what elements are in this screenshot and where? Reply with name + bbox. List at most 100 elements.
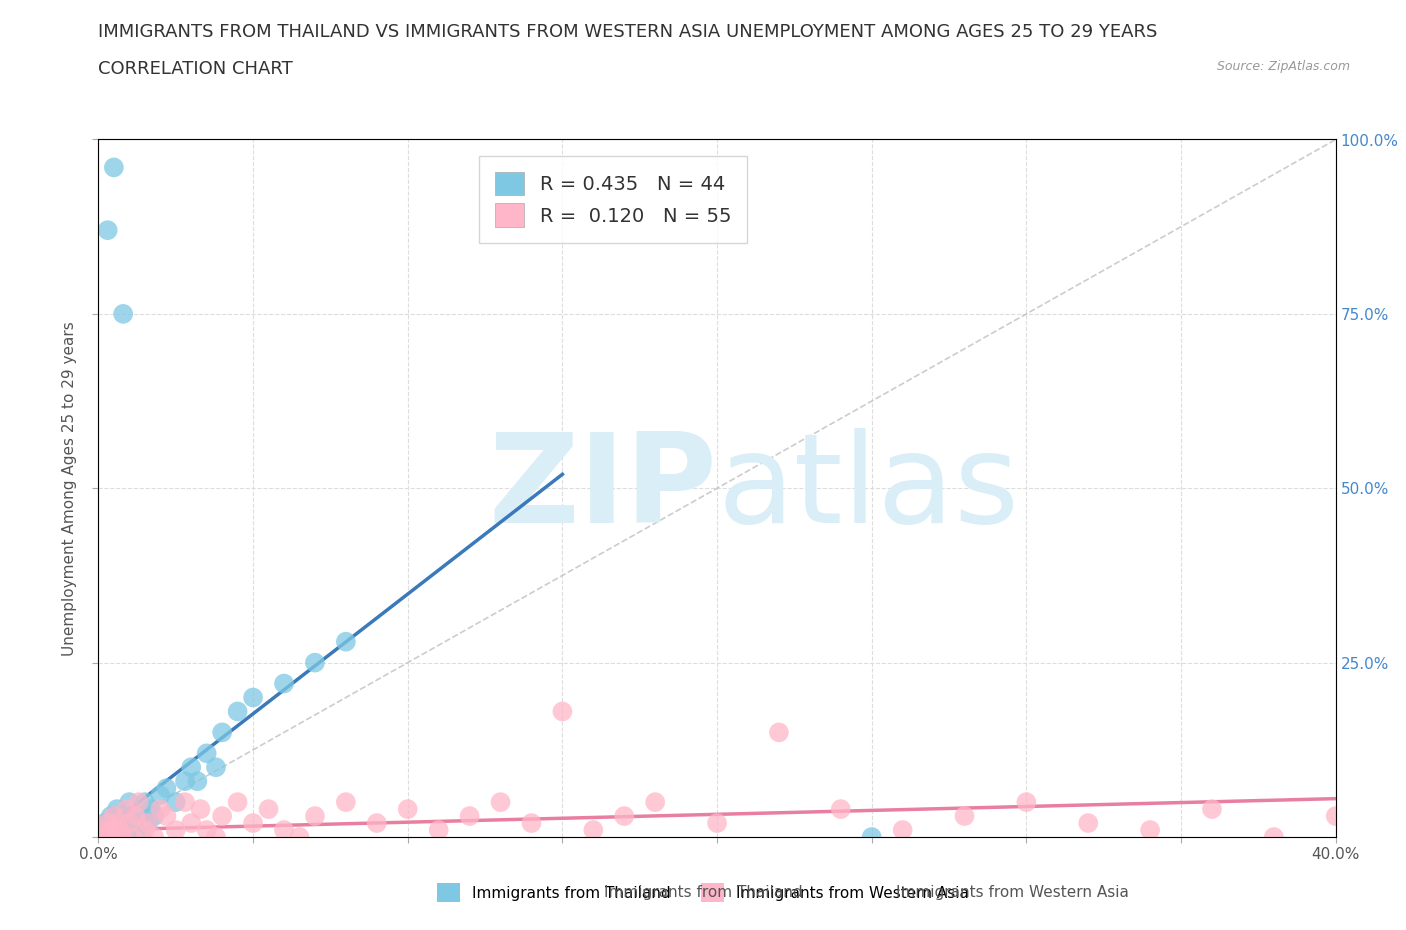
Point [190, 802, 212, 817]
Point [103, 830, 125, 844]
Point [288, 830, 311, 844]
Point [97, 823, 120, 838]
Point [93, 816, 115, 830]
Point [273, 823, 295, 838]
Point [128, 809, 150, 824]
Point [100, 809, 122, 824]
Point [180, 760, 202, 775]
Point [860, 830, 883, 844]
Point [131, 830, 153, 844]
Point [1139, 823, 1161, 838]
Point [396, 802, 419, 817]
Point [100, 830, 122, 844]
Point [112, 830, 135, 844]
Point [1324, 809, 1347, 824]
Text: Source: ZipAtlas.com: Source: ZipAtlas.com [1216, 60, 1350, 73]
Point [118, 830, 141, 844]
Point [644, 794, 666, 809]
Point [211, 809, 233, 824]
Point [134, 794, 156, 809]
Point [613, 809, 636, 824]
Point [226, 794, 249, 809]
Point [520, 816, 543, 830]
Point [105, 816, 128, 830]
Point [149, 802, 172, 817]
Point [115, 802, 138, 817]
Point [706, 816, 728, 830]
Point [195, 823, 218, 838]
Point [458, 809, 481, 824]
Point [195, 746, 218, 761]
Legend: Immigrants from Thailand, Immigrants from Western Asia: Immigrants from Thailand, Immigrants fro… [430, 877, 976, 909]
Point [304, 656, 326, 671]
Point [149, 788, 172, 803]
Point [489, 794, 512, 809]
Point [335, 634, 357, 649]
Point [242, 690, 264, 705]
Point [128, 794, 150, 809]
Point [366, 816, 388, 830]
Point [304, 809, 326, 824]
Point [1263, 830, 1285, 844]
Point [335, 794, 357, 809]
Text: atlas: atlas [717, 428, 1019, 549]
Point [97, 223, 120, 238]
Point [112, 830, 135, 844]
Point [112, 809, 135, 824]
Point [136, 816, 159, 830]
Point [242, 816, 264, 830]
Text: IMMIGRANTS FROM THAILAND VS IMMIGRANTS FROM WESTERN ASIA UNEMPLOYMENT AMONG AGES: IMMIGRANTS FROM THAILAND VS IMMIGRANTS F… [98, 23, 1157, 41]
Point [108, 823, 131, 838]
Point [174, 794, 197, 809]
Point [1077, 816, 1099, 830]
Point [155, 809, 177, 824]
Point [551, 704, 574, 719]
Point [257, 802, 280, 817]
Point [124, 823, 146, 838]
Point [115, 823, 138, 838]
Point [139, 802, 162, 817]
Point [134, 823, 156, 838]
Point [90, 830, 112, 844]
Point [165, 794, 187, 809]
Point [186, 774, 208, 789]
Point [205, 760, 228, 775]
Point [1015, 794, 1038, 809]
Text: CORRELATION CHART: CORRELATION CHART [98, 60, 294, 78]
Point [174, 774, 197, 789]
Point [90, 823, 112, 838]
Point [211, 725, 233, 740]
Point [953, 809, 976, 824]
Point [90, 823, 112, 838]
Point [205, 830, 228, 844]
Point [582, 823, 605, 838]
Legend: R = 0.435   N = 44, R =  0.120   N = 55: R = 0.435 N = 44, R = 0.120 N = 55 [479, 156, 747, 243]
Point [105, 802, 128, 817]
Point [768, 725, 790, 740]
Point [891, 823, 914, 838]
Point [118, 794, 141, 809]
Point [97, 830, 120, 844]
Point [103, 823, 125, 838]
Point [103, 809, 125, 824]
Point [165, 823, 187, 838]
Point [155, 781, 177, 796]
Point [121, 816, 143, 830]
Point [103, 816, 125, 830]
Point [136, 816, 159, 830]
Point [427, 823, 450, 838]
Point [1201, 802, 1223, 817]
Point [143, 809, 166, 824]
Point [226, 704, 249, 719]
Point [124, 809, 146, 824]
Point [97, 816, 120, 830]
Point [830, 802, 852, 817]
Point [87, 830, 110, 844]
Point [93, 830, 115, 844]
Point [273, 676, 295, 691]
Point [180, 816, 202, 830]
Point [143, 830, 166, 844]
Point [121, 830, 143, 844]
Text: ZIP: ZIP [488, 428, 717, 549]
Point [100, 823, 122, 838]
